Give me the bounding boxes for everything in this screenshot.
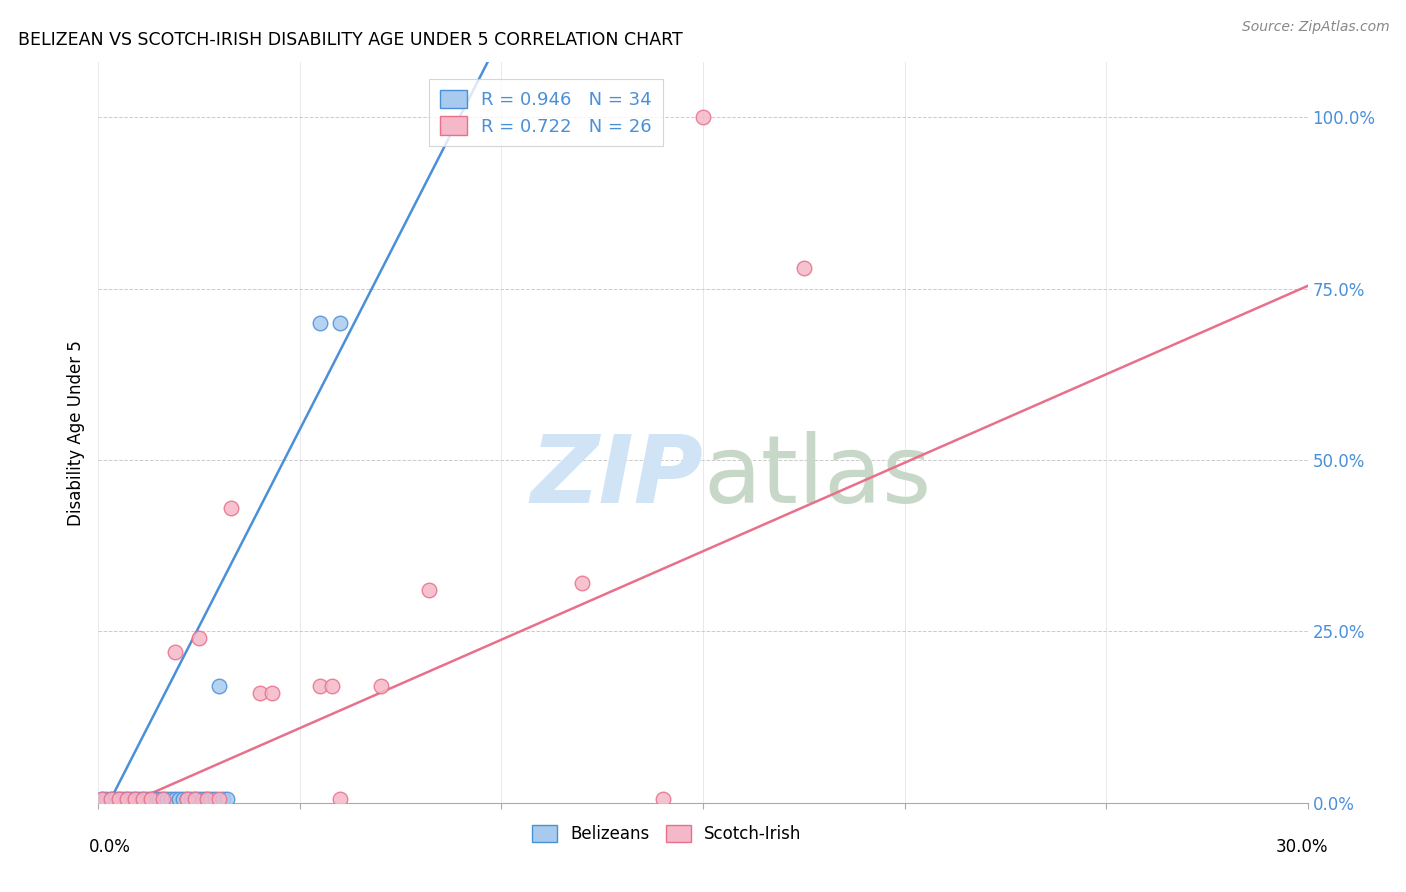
Point	[184, 792, 207, 806]
Point	[195, 792, 218, 806]
Point	[100, 792, 122, 806]
Point	[176, 792, 198, 806]
Point	[208, 679, 231, 693]
Point	[329, 316, 352, 330]
Point	[176, 792, 198, 806]
Point	[148, 792, 170, 806]
Point	[163, 645, 186, 659]
Point	[139, 792, 162, 806]
Point	[91, 792, 114, 806]
Point	[96, 792, 118, 806]
Point	[91, 792, 114, 806]
Point	[167, 792, 190, 806]
Point	[651, 792, 673, 806]
Point	[370, 679, 392, 693]
Point	[212, 792, 235, 806]
Text: ZIP: ZIP	[530, 431, 703, 523]
Point	[571, 576, 593, 591]
Point	[120, 792, 142, 806]
Point	[793, 261, 815, 276]
Point	[329, 792, 352, 806]
Point	[321, 679, 343, 693]
Point	[132, 792, 155, 806]
Text: Source: ZipAtlas.com: Source: ZipAtlas.com	[1241, 20, 1389, 34]
Point	[143, 792, 166, 806]
Point	[124, 792, 146, 806]
Text: BELIZEAN VS SCOTCH-IRISH DISABILITY AGE UNDER 5 CORRELATION CHART: BELIZEAN VS SCOTCH-IRISH DISABILITY AGE …	[18, 31, 683, 49]
Point	[115, 792, 138, 806]
Legend: Belizeans, Scotch-Irish: Belizeans, Scotch-Irish	[524, 819, 808, 850]
Point	[208, 792, 231, 806]
Point	[111, 792, 134, 806]
Y-axis label: Disability Age Under 5: Disability Age Under 5	[66, 340, 84, 525]
Point	[221, 501, 243, 516]
Text: atlas: atlas	[703, 431, 931, 523]
Point	[692, 110, 714, 124]
Point	[160, 792, 183, 806]
Point	[249, 686, 271, 700]
Point	[128, 792, 150, 806]
Point	[103, 792, 125, 806]
Point	[107, 792, 129, 806]
Point	[180, 792, 202, 806]
Point	[204, 792, 226, 806]
Point	[163, 792, 186, 806]
Point	[260, 686, 283, 700]
Point	[184, 792, 207, 806]
Point	[124, 792, 146, 806]
Point	[309, 316, 332, 330]
Point	[135, 792, 157, 806]
Point	[100, 792, 122, 806]
Point	[172, 792, 194, 806]
Point	[152, 792, 174, 806]
Text: 0.0%: 0.0%	[89, 838, 131, 855]
Point	[139, 792, 162, 806]
Point	[193, 792, 215, 806]
Point	[132, 792, 155, 806]
Point	[418, 583, 440, 598]
Text: 30.0%: 30.0%	[1277, 838, 1329, 855]
Point	[188, 632, 211, 646]
Point	[107, 792, 129, 806]
Point	[152, 792, 174, 806]
Point	[217, 792, 239, 806]
Point	[188, 792, 211, 806]
Point	[309, 679, 332, 693]
Point	[115, 792, 138, 806]
Point	[200, 792, 222, 806]
Point	[195, 792, 218, 806]
Point	[156, 792, 179, 806]
